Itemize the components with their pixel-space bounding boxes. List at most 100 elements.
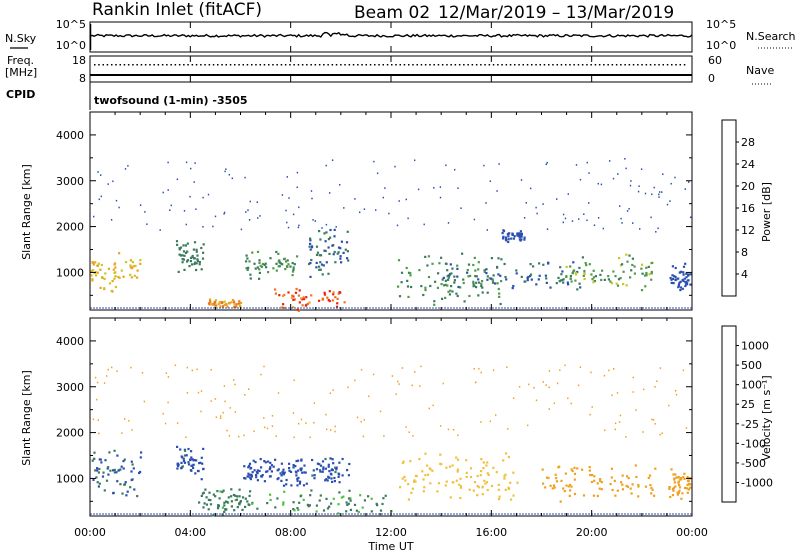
data-cell	[673, 275, 676, 278]
data-cell	[302, 498, 305, 501]
data-cell	[187, 447, 190, 451]
data-cell-sparse	[591, 406, 593, 408]
data-cell	[120, 465, 123, 468]
data-cell-sparse	[567, 193, 569, 195]
data-cell-sparse	[452, 429, 455, 431]
data-cell-sparse	[579, 178, 582, 181]
data-cell	[218, 302, 221, 305]
data-cell-sparse	[375, 209, 377, 211]
data-cell	[569, 489, 572, 492]
data-cell	[286, 265, 289, 268]
data-cell-sparse	[588, 202, 590, 204]
data-cell	[194, 472, 197, 475]
data-cell	[619, 277, 622, 280]
data-cell	[100, 263, 103, 267]
data-cell-sparse	[360, 420, 362, 423]
data-cell	[573, 269, 576, 272]
data-cell	[315, 261, 318, 264]
data-cell	[297, 294, 300, 297]
data-cell-sparse	[195, 208, 197, 210]
colorbar-tick-label: 24	[741, 158, 755, 171]
data-cell	[492, 274, 495, 277]
data-cell-sparse	[379, 410, 382, 413]
data-cell	[338, 473, 341, 476]
nave-point	[471, 64, 474, 66]
data-cell	[570, 468, 573, 471]
data-cell	[176, 445, 179, 448]
data-cell	[318, 299, 321, 302]
data-cell	[268, 475, 272, 478]
data-cell	[179, 246, 183, 249]
data-cell	[178, 248, 181, 251]
data-cell-sparse	[214, 398, 217, 400]
data-cell	[349, 508, 352, 511]
data-cell	[112, 491, 115, 494]
data-cell-sparse	[298, 224, 300, 227]
data-cell	[132, 265, 135, 268]
data-cell	[353, 503, 357, 506]
data-cell-sparse	[98, 432, 100, 435]
data-cell	[439, 453, 442, 456]
data-cell	[302, 296, 305, 299]
data-cell-sparse	[100, 195, 102, 198]
data-cell	[252, 459, 255, 462]
data-cell	[296, 479, 299, 482]
data-cell	[335, 305, 339, 308]
data-cell	[344, 248, 347, 251]
data-cell	[680, 497, 683, 500]
data-cell-sparse	[92, 418, 95, 421]
data-cell	[684, 284, 687, 288]
data-cell	[297, 476, 300, 480]
data-cell	[685, 272, 688, 275]
data-cell	[323, 293, 326, 296]
data-cell	[182, 457, 185, 460]
data-cell	[115, 471, 118, 474]
data-cell	[498, 292, 501, 295]
data-cell-sparse	[546, 161, 548, 164]
data-cell-sparse	[185, 161, 188, 164]
data-cell	[538, 274, 541, 277]
data-cell-sparse	[189, 195, 191, 198]
data-cell	[230, 301, 233, 304]
data-cell	[476, 494, 479, 497]
data-cell	[448, 272, 452, 276]
data-cell	[414, 474, 418, 477]
data-cell	[231, 298, 235, 302]
data-cell	[328, 252, 331, 255]
data-cell-sparse	[548, 386, 550, 389]
data-cell	[433, 303, 436, 306]
data-cell	[323, 291, 326, 294]
data-cell	[113, 468, 116, 471]
data-cell	[211, 514, 215, 517]
nave-point	[94, 64, 96, 66]
data-cell	[130, 478, 133, 482]
data-cell	[258, 271, 261, 274]
data-cell	[338, 491, 341, 494]
nave-point	[624, 64, 626, 66]
data-cell	[474, 269, 477, 272]
data-cell	[292, 266, 295, 269]
data-cell	[668, 486, 671, 489]
data-cell	[651, 488, 654, 491]
data-cell-sparse	[536, 212, 538, 215]
data-cell	[318, 469, 322, 472]
data-cell	[267, 460, 270, 463]
data-cell	[319, 464, 323, 467]
data-cell	[332, 497, 335, 500]
data-cell	[111, 280, 114, 283]
data-cell-sparse	[305, 422, 307, 424]
data-cell	[207, 498, 210, 501]
data-cell	[592, 269, 595, 272]
data-cell-sparse	[473, 368, 475, 370]
data-cell	[131, 261, 134, 264]
data-cell	[283, 306, 286, 309]
data-cell	[527, 275, 530, 279]
data-cell	[650, 270, 653, 274]
data-cell-sparse	[654, 423, 656, 425]
data-cell	[482, 467, 485, 470]
data-cell	[272, 465, 275, 468]
data-cell-sparse	[611, 394, 613, 396]
data-cell	[214, 299, 218, 302]
data-cell	[672, 486, 675, 489]
